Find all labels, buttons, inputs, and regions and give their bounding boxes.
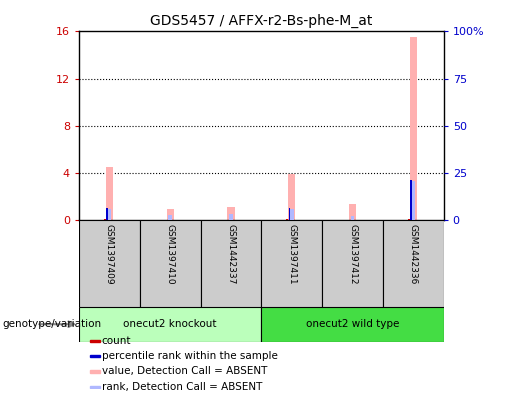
Bar	[107, 209, 111, 220]
Bar	[261, 307, 443, 342]
Bar	[79, 307, 261, 342]
Bar	[139, 220, 200, 307]
Bar	[407, 219, 409, 220]
Bar	[79, 220, 139, 307]
Bar	[286, 219, 288, 220]
Bar	[290, 209, 293, 220]
Text: genotype/variation: genotype/variation	[3, 319, 101, 329]
Text: value, Detection Call = ABSENT: value, Detection Call = ABSENT	[102, 366, 267, 376]
Bar	[409, 180, 411, 220]
Bar	[288, 208, 290, 220]
Text: GSM1397412: GSM1397412	[347, 224, 356, 285]
Text: GSM1397409: GSM1397409	[105, 224, 114, 285]
Bar	[322, 220, 382, 307]
Bar	[168, 215, 172, 220]
Bar	[90, 340, 100, 342]
Bar	[409, 37, 416, 220]
Text: GSM1442336: GSM1442336	[408, 224, 417, 285]
Bar	[261, 220, 322, 307]
Bar	[104, 219, 106, 220]
Bar	[90, 355, 100, 357]
Title: GDS5457 / AFFX-r2-Bs-phe-M_at: GDS5457 / AFFX-r2-Bs-phe-M_at	[150, 13, 372, 28]
Text: GSM1397410: GSM1397410	[165, 224, 175, 285]
Bar	[105, 167, 113, 220]
Text: rank, Detection Call = ABSENT: rank, Detection Call = ABSENT	[102, 382, 262, 392]
Bar	[348, 204, 355, 220]
Bar	[288, 174, 295, 220]
Bar	[382, 220, 443, 307]
Bar	[411, 181, 414, 220]
Text: onecut2 wild type: onecut2 wild type	[305, 319, 399, 329]
Text: onecut2 knockout: onecut2 knockout	[123, 319, 216, 329]
Bar	[106, 208, 108, 220]
Bar	[166, 209, 174, 220]
Text: count: count	[102, 336, 131, 346]
Text: GSM1397411: GSM1397411	[287, 224, 296, 285]
Text: GSM1442337: GSM1442337	[226, 224, 235, 285]
Bar	[200, 220, 261, 307]
Bar	[229, 213, 232, 220]
Text: percentile rank within the sample: percentile rank within the sample	[102, 351, 277, 361]
Bar	[227, 207, 234, 220]
Bar	[90, 370, 100, 373]
Bar	[90, 386, 100, 388]
Bar	[350, 216, 354, 220]
